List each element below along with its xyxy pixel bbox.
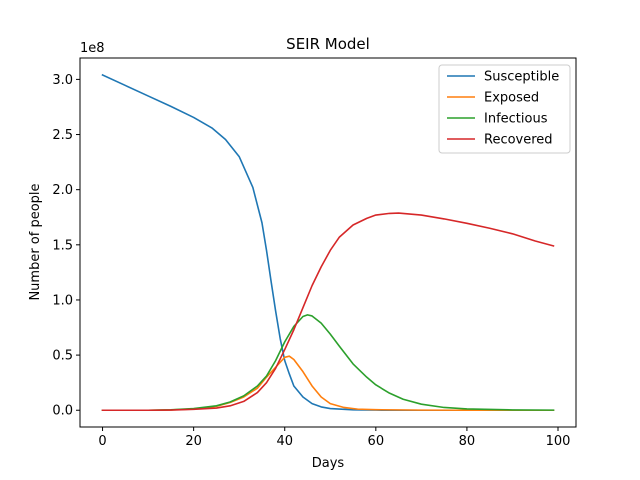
y-tick-label: 2.5: [52, 128, 73, 143]
x-axis-label: Days: [312, 456, 345, 471]
x-tick-label: 20: [185, 434, 202, 449]
series-layer: [101, 73, 555, 412]
y-tick-label: 2.0: [52, 183, 73, 198]
series-line-exposed: [101, 355, 555, 412]
y-axis-ticks: 0.0 0.5 1.0 1.5 2.0 2.5 3.0: [52, 73, 80, 419]
chart-title: SEIR Model: [286, 35, 370, 53]
y-tick-label: 1.5: [52, 238, 73, 253]
plot-frame: [79, 57, 577, 428]
legend-label-exposed: Exposed: [484, 91, 539, 106]
legend: Susceptible Exposed Infectious Recovered: [438, 64, 571, 154]
y-tick-label: 0.5: [52, 349, 73, 364]
y-tick-label: 1.0: [52, 293, 73, 308]
x-tick-label: 60: [368, 434, 385, 449]
x-axis-ticks: 0 20 40 60 80 100: [98, 427, 570, 449]
y-axis-label: Number of people: [28, 183, 43, 300]
legend-label-susceptible: Susceptible: [484, 70, 559, 85]
legend-box: [438, 64, 571, 154]
x-tick-label: 80: [459, 434, 476, 449]
y-axis-multiplier: 1e8: [80, 41, 105, 56]
series-line-susceptible: [101, 73, 555, 412]
legend-label-recovered: Recovered: [484, 133, 553, 148]
y-tick-label: 3.0: [52, 73, 73, 88]
x-tick-label: 0: [98, 434, 106, 449]
series-line-infectious: [101, 314, 555, 412]
y-tick-label: 0.0: [52, 404, 73, 419]
series-line-recovered: [101, 212, 555, 412]
legend-label-infectious: Infectious: [484, 112, 548, 127]
x-tick-label: 40: [276, 434, 293, 449]
x-tick-label: 100: [546, 434, 571, 449]
